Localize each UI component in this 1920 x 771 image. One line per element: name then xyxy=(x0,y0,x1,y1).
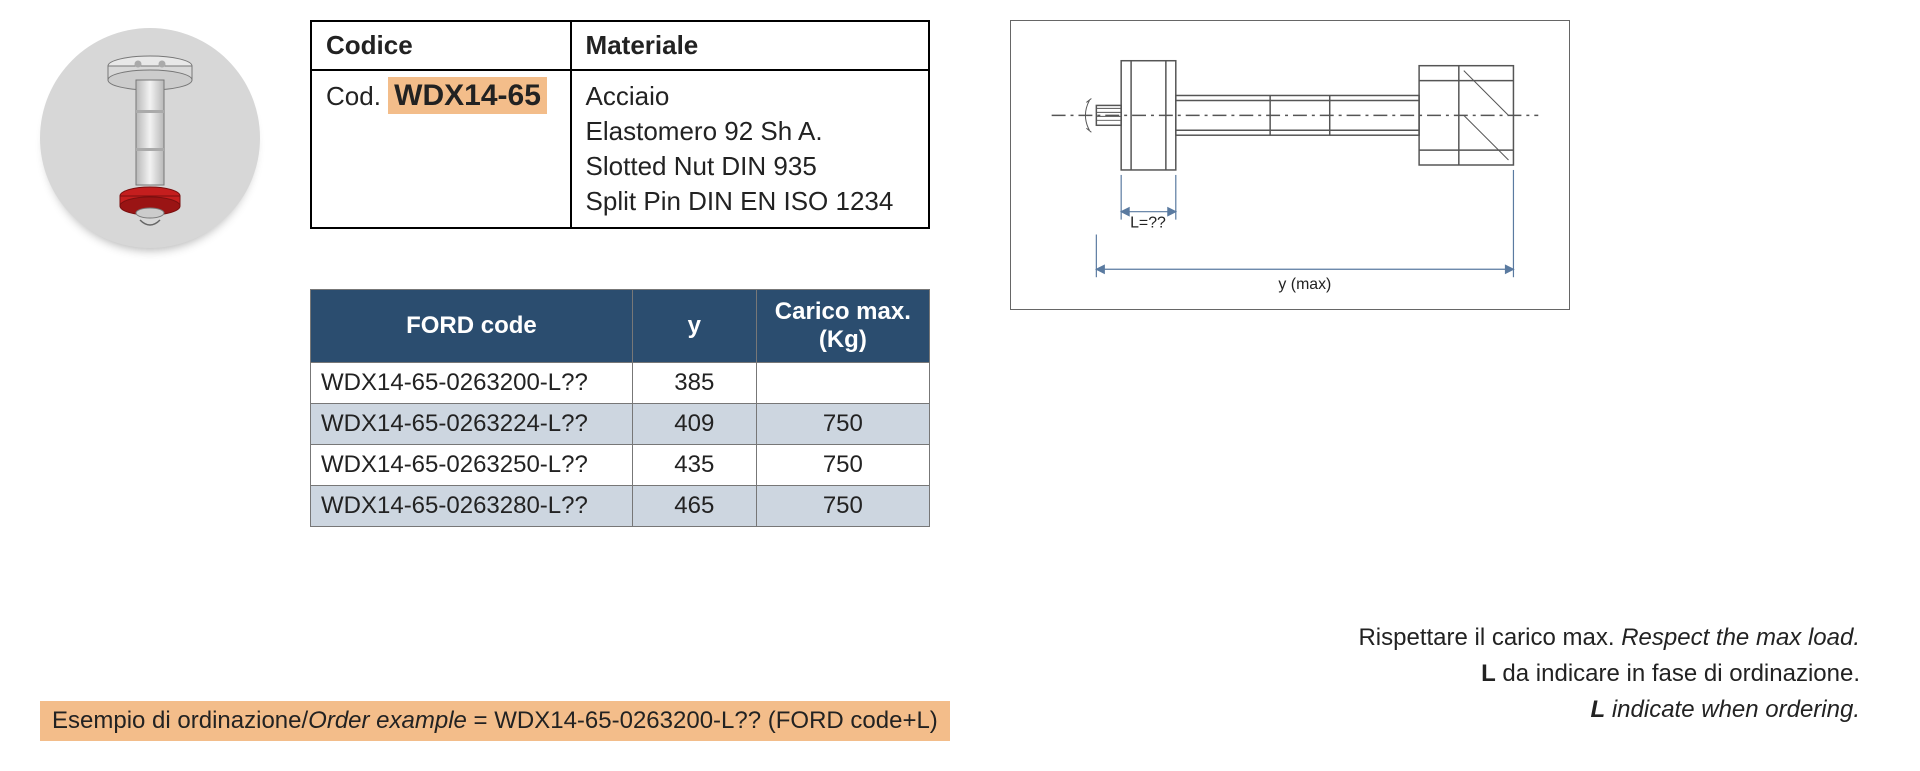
info-table: Codice Materiale Cod. WDX14-65 Acciaio E… xyxy=(310,20,930,229)
order-example-text: Esempio di ordinazione/ xyxy=(52,707,308,734)
info-header-code: Codice xyxy=(326,30,413,60)
material-line: Split Pin DIN EN ISO 1234 xyxy=(586,184,914,219)
material-line: Acciaio xyxy=(586,79,914,114)
note-text: indicate when ordering. xyxy=(1605,696,1860,723)
note-text: L xyxy=(1481,660,1496,687)
order-example-text: = WDX14-65-0263200-L?? (FORD code+L) xyxy=(467,707,938,734)
material-line: Slotted Nut DIN 935 xyxy=(586,149,914,184)
order-example-text: Order example xyxy=(308,707,467,734)
drawing-label-y: y (max) xyxy=(1278,276,1331,293)
technical-drawing: L=?? y (max) xyxy=(1010,20,1570,310)
product-image xyxy=(40,28,260,248)
info-header-material: Materiale xyxy=(586,30,699,60)
material-line: Elastomero 92 Sh A. xyxy=(586,114,914,149)
table-row: WDX14-65-0263200-L?? 385 xyxy=(311,363,930,404)
cod-value: WDX14-65 xyxy=(388,77,547,114)
col-ford-code: FORD code xyxy=(406,312,537,339)
col-y: y xyxy=(688,312,701,339)
note-text: Rispettare il carico max. xyxy=(1358,624,1621,651)
notes-block: Rispettare il carico max. Respect the ma… xyxy=(1010,620,1880,728)
data-table: FORD code y Carico max. (Kg) WDX14-65-02… xyxy=(310,289,930,527)
cod-label: Cod. xyxy=(326,81,388,111)
col-load: Carico max. (Kg) xyxy=(775,298,911,353)
drawing-label-l: L=?? xyxy=(1130,215,1166,232)
note-text: da indicare in fase di ordinazione. xyxy=(1496,660,1860,687)
product-illustration xyxy=(80,38,220,238)
note-text: Respect the max load. xyxy=(1621,624,1860,651)
order-example: Esempio di ordinazione/Order example = W… xyxy=(40,701,950,741)
note-text: L xyxy=(1591,696,1606,723)
table-row: WDX14-65-0263224-L?? 409 750 xyxy=(311,404,930,445)
table-row: WDX14-65-0263280-L?? 465 750 xyxy=(311,486,930,527)
table-row: WDX14-65-0263250-L?? 435 750 xyxy=(311,445,930,486)
